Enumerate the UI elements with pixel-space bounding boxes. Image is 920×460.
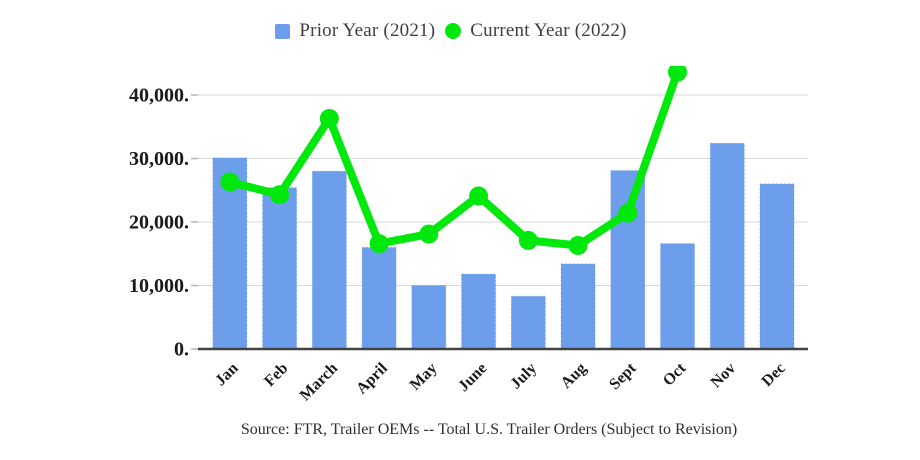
x-axis-label: Nov xyxy=(708,360,740,392)
legend-label-prior-year: Prior Year (2021) xyxy=(299,20,436,41)
x-axis-label: March xyxy=(297,360,342,405)
legend-item-prior-year: Prior Year (2021) xyxy=(275,20,435,42)
line-point-feb xyxy=(270,185,290,205)
bar-june xyxy=(461,273,497,350)
bar-july xyxy=(510,295,546,350)
line-point-april xyxy=(369,234,389,254)
y-axis-tick-label: 30,000. xyxy=(129,148,189,170)
y-axis-tick-label: 40,000. xyxy=(129,85,189,107)
x-axis-label: Oct xyxy=(660,359,690,389)
line-point-aug xyxy=(568,235,588,255)
line-point-july xyxy=(518,230,538,250)
line-point-oct xyxy=(668,66,688,82)
y-axis-tick-label: 20,000. xyxy=(129,212,189,234)
x-axis-label: Sept xyxy=(606,359,640,393)
current-year-marker-icon xyxy=(445,23,462,39)
bar-dec xyxy=(759,183,795,350)
chart-legend: Prior Year (2021) Current Year (2022) xyxy=(0,20,902,42)
source-caption: Source: FTR, Trailer OEMs -- Total U.S. … xyxy=(240,421,738,438)
x-axis-label: Jan xyxy=(212,360,242,390)
x-axis-label: April xyxy=(353,359,391,397)
bar-may xyxy=(411,285,447,350)
bar-march xyxy=(311,170,347,350)
bar-april xyxy=(361,246,397,350)
bar-oct xyxy=(660,243,696,350)
bar-sept xyxy=(610,170,646,350)
y-axis-tick-label: 10,000. xyxy=(129,275,189,297)
line-point-sept xyxy=(618,203,638,223)
bar-nov xyxy=(709,142,745,350)
x-axis-label: May xyxy=(407,360,441,394)
x-axis-label: Dec xyxy=(759,360,789,390)
line-point-march xyxy=(319,108,339,128)
y-axis-tick-label: 0. xyxy=(174,339,189,361)
bar-feb xyxy=(262,187,298,350)
x-axis-label: July xyxy=(507,360,540,393)
line-point-jan xyxy=(220,172,240,192)
x-axis-label: Feb xyxy=(261,360,291,390)
legend-item-current-year: Current Year (2022) xyxy=(445,20,626,42)
line-point-june xyxy=(469,186,489,206)
current-year-line xyxy=(228,70,682,250)
bar-aug xyxy=(560,263,596,350)
x-axis-label: June xyxy=(455,360,490,395)
x-axis-label: Aug xyxy=(558,360,590,392)
line-point-may xyxy=(419,224,439,244)
current-year-line-group xyxy=(220,66,688,255)
prior-year-swatch-icon xyxy=(275,23,291,39)
legend-label-current-year: Current Year (2022) xyxy=(470,20,627,41)
